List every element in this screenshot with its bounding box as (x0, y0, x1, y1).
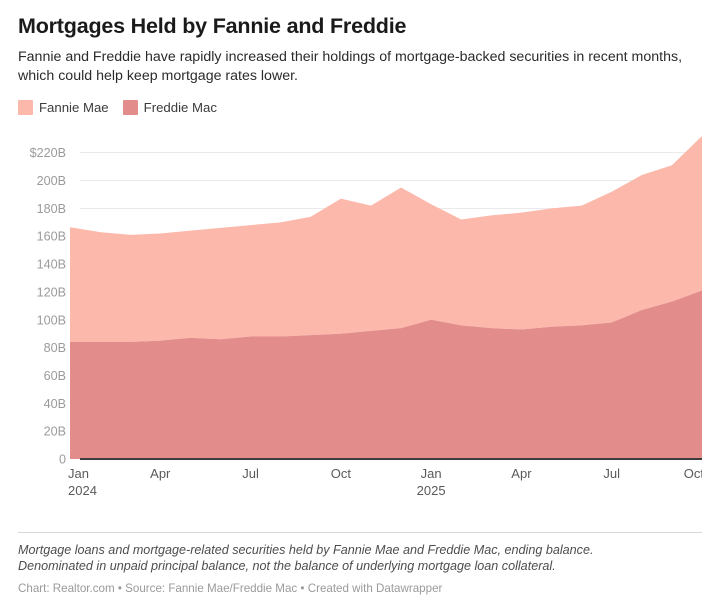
x-axis-tick-label: Apr (511, 466, 532, 481)
legend-label: Fannie Mae (39, 99, 109, 115)
x-axis-tick-label: Apr (150, 466, 171, 481)
series-area-freddie-mac (70, 290, 702, 460)
x-axis-tick-label: Jul (242, 466, 259, 481)
y-axis-tick-label: 180B (37, 202, 66, 216)
legend-swatch-icon (18, 99, 33, 115)
legend-item-fannie-mae[interactable]: Fannie Mae (18, 99, 109, 115)
legend-item-freddie-mac[interactable]: Freddie Mac (122, 99, 217, 115)
y-axis-tick-label: 200B (37, 174, 66, 188)
y-axis-tick-label: 0 (59, 453, 66, 467)
x-axis-year-label: 2025 (417, 483, 446, 498)
x-axis-tick-label: Oct (684, 466, 702, 481)
chart-footer: Mortgage loans and mortgage-related secu… (18, 531, 702, 596)
footer-divider (18, 531, 702, 533)
x-axis-year-label: 2024 (68, 483, 97, 498)
y-axis-tick-label: 40B (44, 397, 66, 411)
x-axis-tick-label: Jul (603, 466, 620, 481)
chart-credit: Chart: Realtor.com • Source: Fannie Mae/… (18, 581, 443, 595)
y-axis-tick-label: 140B (37, 258, 66, 272)
footnote-line-2: Denominated in unpaid principal balance,… (18, 559, 556, 574)
stacked-area-chart: 0 20B 40B 60B 80B 100B 120B 140B 160B 180B 200B $22… (30, 136, 702, 498)
y-axis-tick-label: $220B (30, 147, 66, 161)
chart-legend: Fannie Mae Freddie Mac (18, 98, 702, 116)
x-axis-tick-label: Jan (68, 466, 89, 481)
y-axis-tick-label: 60B (44, 369, 66, 383)
chart-subtitle: Fannie and Freddie have rapidly increase… (18, 49, 683, 85)
chart-title: Mortgages Held by Fannie and Freddie (18, 14, 407, 38)
legend-label: Freddie Mac (143, 99, 217, 115)
y-axis-tick-label: 120B (37, 286, 66, 300)
x-axis-tick-label: Jan (421, 466, 442, 481)
legend-swatch-icon (122, 99, 138, 115)
x-axis-tick-label: Oct (331, 466, 352, 481)
y-axis-tick-label: 100B (37, 314, 66, 328)
footnote-line-1: Mortgage loans and mortgage-related secu… (18, 542, 594, 557)
y-axis-tick-label: 20B (44, 425, 66, 439)
y-axis-tick-label: 160B (37, 230, 66, 244)
series-area-fannie-mae (70, 136, 702, 343)
y-axis-tick-label: 80B (44, 342, 66, 356)
plot-area: 0 20B 40B 60B 80B 100B 120B 140B 160B 180B 200B $22… (18, 124, 702, 524)
